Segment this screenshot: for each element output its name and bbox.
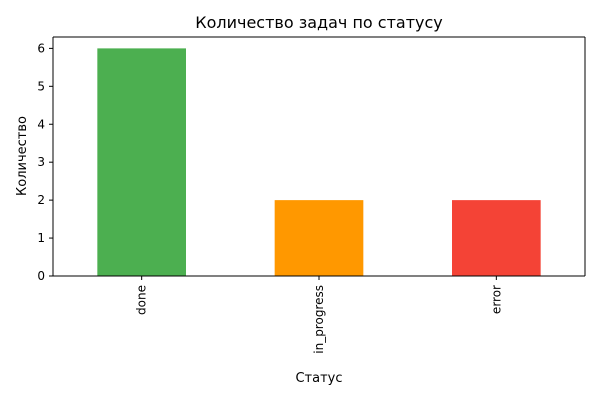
bar-done xyxy=(97,48,186,276)
y-tick-label: 4 xyxy=(37,117,45,131)
x-axis: done in_progress error xyxy=(135,276,503,354)
y-tick-label: 5 xyxy=(37,79,45,93)
bar-in-progress xyxy=(274,200,364,276)
x-axis-label: Статус xyxy=(295,371,342,386)
y-axis: 0 1 2 3 4 5 6 xyxy=(37,41,53,283)
y-tick-label: 3 xyxy=(37,155,45,169)
bar-error xyxy=(452,200,541,276)
y-tick-label: 1 xyxy=(37,231,45,245)
y-tick-label: 0 xyxy=(37,269,45,283)
y-axis-label: Количество xyxy=(15,116,30,196)
y-tick-label: 2 xyxy=(37,193,45,207)
y-tick-label: 6 xyxy=(37,41,45,55)
chart-title: Количество задач по статусу xyxy=(195,13,443,32)
x-tick-label: in_progress xyxy=(312,285,326,354)
x-tick-label: error xyxy=(489,285,503,314)
bars-layer xyxy=(97,48,541,276)
x-tick-label: done xyxy=(135,285,149,315)
